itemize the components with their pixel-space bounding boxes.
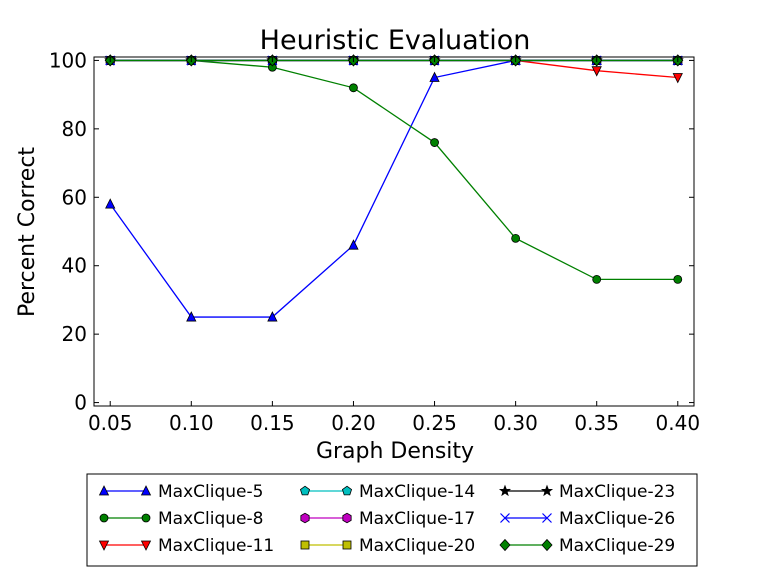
y-tick-label: 0 bbox=[74, 391, 87, 415]
legend-entry-maxclique-5: MaxClique-5 bbox=[98, 482, 263, 502]
y-tick-label: 80 bbox=[62, 117, 87, 141]
data-point bbox=[672, 73, 683, 84]
legend-label: MaxClique-8 bbox=[158, 509, 263, 529]
data-point bbox=[673, 275, 683, 284]
y-tick-label: 100 bbox=[49, 48, 87, 72]
x-tick-label: 0.40 bbox=[656, 411, 701, 435]
legend-marker bbox=[300, 540, 310, 550]
legend-marker bbox=[341, 485, 353, 496]
legend-label: MaxClique-26 bbox=[559, 509, 675, 529]
legend: MaxClique-5 MaxClique-8 MaxClique-11 MaxCli… bbox=[86, 473, 698, 567]
legend-marker bbox=[98, 540, 110, 551]
plot-background bbox=[94, 57, 694, 406]
data-point bbox=[511, 233, 521, 243]
legend-entry-maxclique-20: MaxClique-20 bbox=[300, 536, 475, 556]
legend-marker bbox=[140, 485, 152, 496]
legend-entry-maxclique-23: MaxClique-23 bbox=[498, 482, 675, 502]
legend-label: MaxClique-17 bbox=[359, 509, 475, 529]
legend-marker bbox=[342, 540, 352, 550]
data-point bbox=[349, 83, 358, 93]
legend-marker bbox=[542, 513, 552, 523]
data-point bbox=[592, 275, 602, 284]
legend-marker bbox=[99, 513, 109, 523]
legend-marker bbox=[498, 484, 512, 497]
legend-entry-maxclique-8: MaxClique-8 bbox=[99, 509, 263, 529]
legend-marker bbox=[540, 484, 554, 497]
legend-marker bbox=[140, 540, 152, 551]
y-axis-title: Percent Correct bbox=[15, 147, 40, 317]
y-tick-label: 60 bbox=[62, 185, 87, 209]
chart-title: Heuristic Evaluation bbox=[260, 25, 531, 56]
legend-marker bbox=[500, 513, 510, 523]
data-point bbox=[348, 239, 359, 250]
data-point bbox=[105, 198, 116, 209]
legend-entry-maxclique-29: MaxClique-29 bbox=[499, 536, 675, 556]
legend-entry-maxclique-14: MaxClique-14 bbox=[299, 482, 475, 502]
legend-marker bbox=[300, 512, 310, 524]
series-line bbox=[110, 59, 678, 281]
legend-marker bbox=[299, 485, 311, 496]
legend-marker bbox=[98, 485, 110, 496]
legend-marker bbox=[342, 512, 352, 524]
data-point bbox=[429, 71, 440, 82]
x-tick-label: 0.25 bbox=[412, 411, 457, 435]
legend-label: MaxClique-23 bbox=[559, 482, 675, 502]
plot-area: 0.05 0.10 0.15 0.20 0.25 0.30 0.35 0.40 0 20 40 60 8… bbox=[49, 48, 700, 435]
x-tick-label: 0.20 bbox=[331, 411, 376, 435]
x-tick-label: 0.10 bbox=[169, 411, 214, 435]
data-point bbox=[267, 311, 278, 322]
x-tick-label: 0.35 bbox=[574, 411, 619, 435]
x-tick-label: 0.05 bbox=[88, 411, 133, 435]
legend-entry-maxclique-26: MaxClique-26 bbox=[500, 509, 675, 529]
legend-marker bbox=[499, 538, 511, 552]
legend-label: MaxClique-5 bbox=[158, 482, 263, 502]
legend-label: MaxClique-14 bbox=[359, 482, 475, 502]
legend-label: MaxClique-29 bbox=[559, 536, 675, 556]
legend-entry-maxclique-11: MaxClique-11 bbox=[98, 536, 274, 556]
legend-frame bbox=[86, 473, 698, 567]
legend-label: MaxClique-20 bbox=[359, 536, 475, 556]
data-point bbox=[591, 66, 602, 77]
x-tick-label: 0.15 bbox=[250, 411, 295, 435]
plot-frame bbox=[93, 56, 695, 407]
x-tick-label: 0.30 bbox=[493, 411, 538, 435]
legend-marker bbox=[141, 513, 151, 523]
legend-marker bbox=[541, 538, 553, 552]
y-tick-label: 20 bbox=[62, 322, 87, 346]
data-point bbox=[430, 138, 439, 147]
x-axis-title: Graph Density bbox=[316, 439, 474, 464]
data-point bbox=[186, 311, 197, 322]
legend-entry-maxclique-17: MaxClique-17 bbox=[300, 509, 475, 529]
y-tick-label: 40 bbox=[62, 254, 87, 278]
legend-label: MaxClique-11 bbox=[158, 536, 274, 556]
